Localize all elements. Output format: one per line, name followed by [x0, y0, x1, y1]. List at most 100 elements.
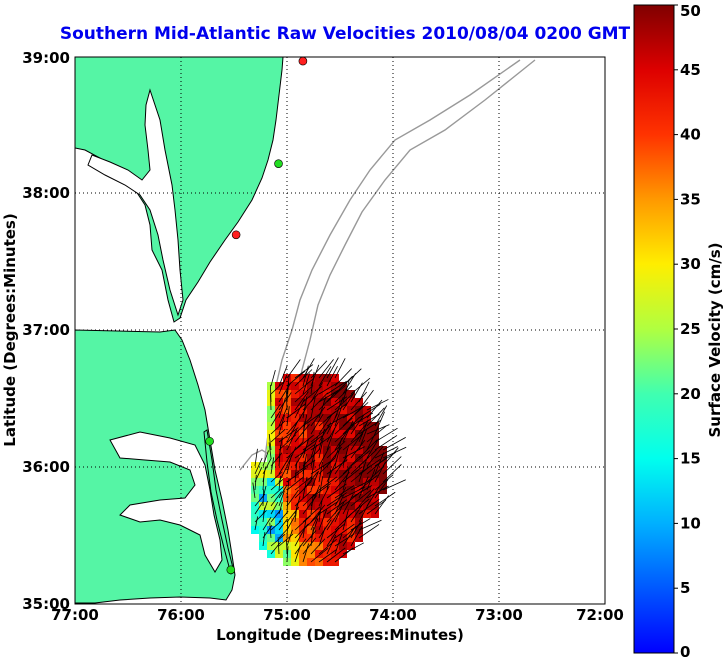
velocity-vector	[334, 523, 355, 539]
velocity-vector	[286, 429, 298, 451]
velocity-vector	[302, 358, 315, 379]
velocity-vector	[286, 529, 293, 547]
velocity-vector	[318, 446, 330, 467]
velocity-vector	[294, 385, 314, 403]
velocity-vector	[310, 406, 326, 427]
velocity-vector	[374, 474, 394, 491]
y-tick-label: 36:00	[22, 458, 70, 476]
velocity-vector	[358, 524, 380, 539]
velocity-vector	[334, 485, 355, 499]
velocity-vector	[334, 486, 347, 507]
map-frame	[74, 56, 606, 605]
velocity-vector	[318, 501, 339, 515]
velocity-vector	[278, 382, 292, 403]
radar-station-marker	[226, 565, 236, 575]
velocity-vector	[358, 389, 374, 411]
velocity-vector	[326, 403, 348, 419]
radar-station-marker	[274, 159, 283, 168]
colorbar-tick-label: 25	[680, 320, 701, 338]
colorbar-ticks: 0 5 10 15 20 25 30 35 40 45 50	[674, 2, 701, 659]
velocity-vector	[286, 478, 290, 499]
velocity-vector	[278, 518, 288, 531]
velocity-vector	[334, 358, 346, 379]
velocity-vector	[302, 517, 307, 539]
velocity-vector	[326, 366, 338, 387]
velocity-vector	[270, 520, 282, 531]
map-title: Southern Mid-Atlantic Raw Velocities 201…	[60, 24, 631, 44]
velocity-vector	[334, 417, 353, 435]
velocity-vector	[310, 414, 324, 435]
velocity-vector	[366, 485, 389, 499]
velocity-vector	[350, 503, 364, 523]
velocity-vector	[318, 461, 324, 483]
colorbar-tick-label: 40	[680, 126, 701, 144]
velocity-vector	[366, 399, 383, 419]
velocity-vector	[366, 486, 380, 507]
velocity-vector	[286, 489, 299, 507]
velocity-vector	[310, 470, 319, 491]
x-tick-label: 75:00	[263, 606, 311, 624]
velocity-vector	[326, 511, 340, 531]
velocity-vector	[302, 543, 310, 563]
velocity-vector	[318, 519, 332, 539]
velocity-vector	[318, 437, 324, 459]
velocity-vector	[270, 491, 282, 507]
velocity-vector	[342, 405, 366, 419]
velocity-vector	[342, 446, 365, 459]
velocity-vector	[270, 541, 281, 555]
velocity-vector	[294, 378, 313, 395]
velocity-vector	[334, 437, 343, 459]
velocity-vector	[252, 482, 256, 499]
isobath-slope	[293, 59, 536, 431]
velocity-vector	[294, 502, 298, 523]
velocity-vector	[358, 459, 367, 483]
velocity-vector	[366, 465, 385, 483]
velocity-vector	[366, 456, 388, 475]
velocity-vector	[278, 414, 286, 435]
velocity-vector	[334, 368, 352, 387]
velocity-vector	[342, 455, 361, 475]
velocity-vector	[374, 491, 396, 507]
x-tick-label: 77:00	[51, 606, 99, 624]
velocity-vector	[350, 423, 368, 443]
velocity-vector	[350, 478, 374, 491]
velocity-vector	[334, 494, 344, 515]
velocity-vector	[326, 483, 347, 499]
velocity-vector	[270, 479, 284, 491]
velocity-vector	[342, 526, 356, 547]
velocity-vector	[342, 373, 357, 395]
velocity-vector	[366, 407, 385, 427]
velocity-vector	[350, 498, 370, 515]
velocity-vector	[358, 474, 378, 491]
velocity-vector	[318, 366, 332, 387]
velocity-vector	[254, 516, 259, 531]
velocity-vector	[286, 406, 290, 427]
colorbar-tick-label: 0	[680, 643, 690, 659]
velocity-vector	[294, 529, 305, 547]
velocity-vector	[262, 516, 272, 531]
velocity-vector	[318, 359, 334, 379]
velocity-vector	[334, 445, 341, 467]
velocity-vector	[294, 523, 309, 539]
velocity-vector	[286, 423, 297, 443]
station-layer	[205, 56, 308, 575]
velocity-vector	[318, 422, 332, 443]
velocity-vector	[286, 513, 297, 531]
velocity-vector	[286, 382, 290, 403]
velocity-vector	[270, 380, 285, 395]
velocity-vector	[310, 494, 314, 515]
velocity-vector	[350, 382, 363, 403]
velocity-vector	[326, 440, 346, 459]
velocity-vector	[270, 501, 279, 515]
velocity-vector	[270, 403, 281, 419]
velocity-vector	[302, 396, 308, 419]
velocity-vector	[366, 425, 387, 443]
velocity-vector	[334, 424, 354, 443]
velocity-vector	[268, 433, 272, 451]
velocity-vector	[310, 511, 321, 531]
bay-water	[87, 88, 184, 317]
velocity-vector	[374, 479, 389, 499]
velocity-vector	[358, 429, 367, 451]
velocity-vector	[342, 542, 365, 555]
velocity-vector	[294, 461, 298, 483]
